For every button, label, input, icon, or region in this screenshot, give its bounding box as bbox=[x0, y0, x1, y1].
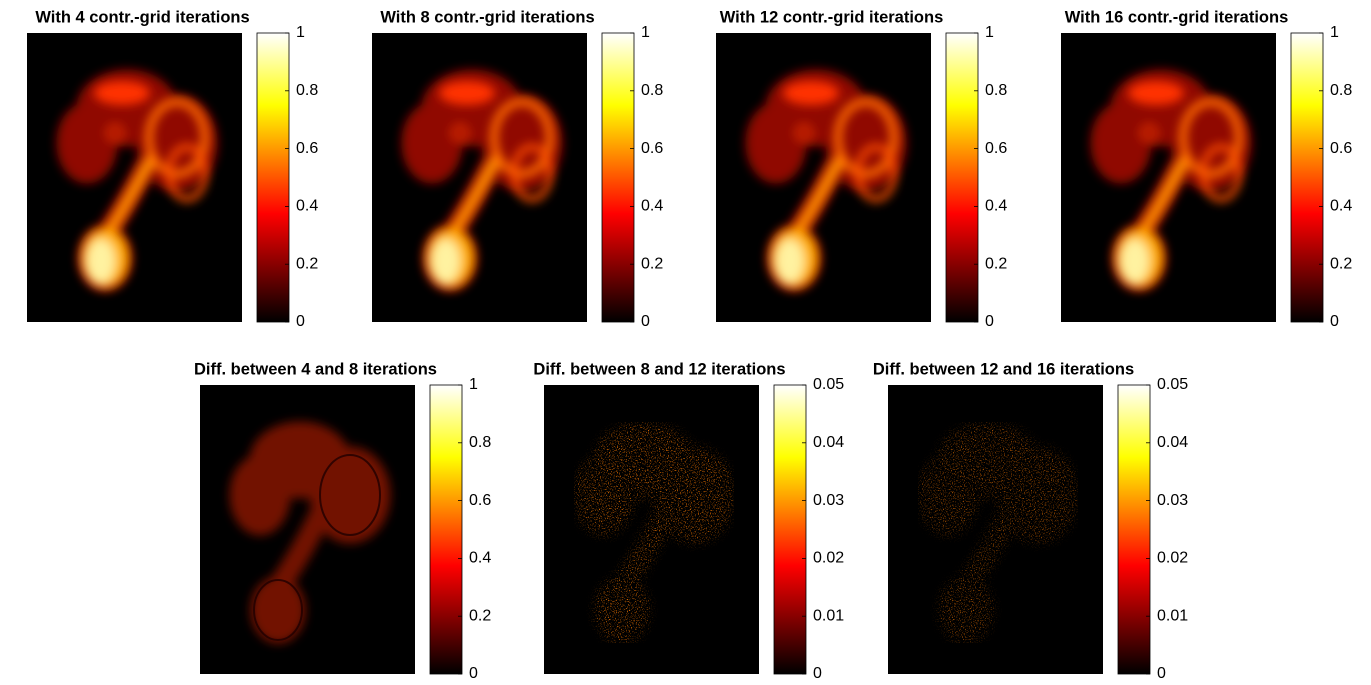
colorbar-tick-label: 0.02 bbox=[813, 550, 844, 567]
colorbar-tick-label: 0 bbox=[469, 665, 478, 682]
colorbar-tick-label: 0.4 bbox=[469, 550, 491, 567]
panel-title: With 4 contr.-grid iterations bbox=[35, 8, 249, 26]
image bbox=[372, 33, 587, 322]
colorbar-tick-label: 0.4 bbox=[296, 198, 318, 215]
colorbar-tick-label: 0.2 bbox=[641, 255, 663, 272]
colorbar-tick-label: 1 bbox=[296, 24, 305, 41]
colorbar-tick-label: 1 bbox=[985, 24, 994, 41]
colorbar bbox=[945, 32, 979, 323]
colorbar-tick-label: 0 bbox=[641, 313, 650, 330]
colorbar-tick-label: 0.4 bbox=[1330, 198, 1352, 215]
colorbar bbox=[773, 384, 807, 675]
colorbar-tick-label: 0.6 bbox=[641, 140, 663, 157]
colorbar-tick-label: 0.8 bbox=[296, 82, 318, 99]
colorbar-tick-label: 0.01 bbox=[1157, 607, 1188, 624]
colorbar-tick-label: 0.4 bbox=[985, 198, 1007, 215]
colorbar-tick-label: 0.01 bbox=[813, 607, 844, 624]
image bbox=[1061, 33, 1276, 322]
panel-title: With 12 contr.-grid iterations bbox=[720, 8, 944, 26]
colorbar-tick-label: 0.02 bbox=[1157, 550, 1188, 567]
colorbar-tick-label: 0.03 bbox=[1157, 492, 1188, 509]
colorbar-tick-label: 0.05 bbox=[813, 376, 844, 393]
colorbar-tick-label: 1 bbox=[641, 24, 650, 41]
colorbar-tick-label: 0.2 bbox=[469, 607, 491, 624]
colorbar-tick-label: 0 bbox=[1157, 665, 1166, 682]
image bbox=[716, 33, 931, 322]
image bbox=[888, 385, 1103, 674]
colorbar-tick-label: 0 bbox=[813, 665, 822, 682]
colorbar bbox=[256, 32, 290, 323]
colorbar-tick-label: 0.4 bbox=[641, 198, 663, 215]
colorbar bbox=[1117, 384, 1151, 675]
panel-title: Diff. between 8 and 12 iterations bbox=[533, 360, 785, 378]
panel-title: With 16 contr.-grid iterations bbox=[1065, 8, 1289, 26]
colorbar-tick-label: 1 bbox=[469, 376, 478, 393]
panel-title: Diff. between 12 and 16 iterations bbox=[873, 360, 1134, 378]
image bbox=[544, 385, 759, 674]
colorbar-tick-label: 0 bbox=[985, 313, 994, 330]
panel-title: With 8 contr.-grid iterations bbox=[380, 8, 594, 26]
image bbox=[27, 33, 242, 322]
colorbar-tick-label: 0 bbox=[1330, 313, 1339, 330]
colorbar-tick-label: 1 bbox=[1330, 24, 1339, 41]
colorbar-tick-label: 0.05 bbox=[1157, 376, 1188, 393]
colorbar-tick-label: 0.8 bbox=[985, 82, 1007, 99]
colorbar-tick-label: 0.03 bbox=[813, 492, 844, 509]
colorbar-tick-label: 0.04 bbox=[1157, 434, 1188, 451]
colorbar-tick-label: 0.04 bbox=[813, 434, 844, 451]
colorbar bbox=[1290, 32, 1324, 323]
colorbar-tick-label: 0.6 bbox=[985, 140, 1007, 157]
colorbar-tick-label: 0.6 bbox=[469, 492, 491, 509]
colorbar bbox=[601, 32, 635, 323]
panel-title: Diff. between 4 and 8 iterations bbox=[194, 360, 437, 378]
colorbar-tick-label: 0.8 bbox=[641, 82, 663, 99]
colorbar-tick-label: 0.8 bbox=[469, 434, 491, 451]
colorbar-tick-label: 0.8 bbox=[1330, 82, 1352, 99]
colorbar-tick-label: 0.2 bbox=[1330, 255, 1352, 272]
colorbar bbox=[429, 384, 463, 675]
image bbox=[200, 385, 415, 674]
colorbar-tick-label: 0.6 bbox=[1330, 140, 1352, 157]
colorbar-tick-label: 0.6 bbox=[296, 140, 318, 157]
colorbar-tick-label: 0.2 bbox=[296, 255, 318, 272]
colorbar-tick-label: 0 bbox=[296, 313, 305, 330]
colorbar-tick-label: 0.2 bbox=[985, 255, 1007, 272]
